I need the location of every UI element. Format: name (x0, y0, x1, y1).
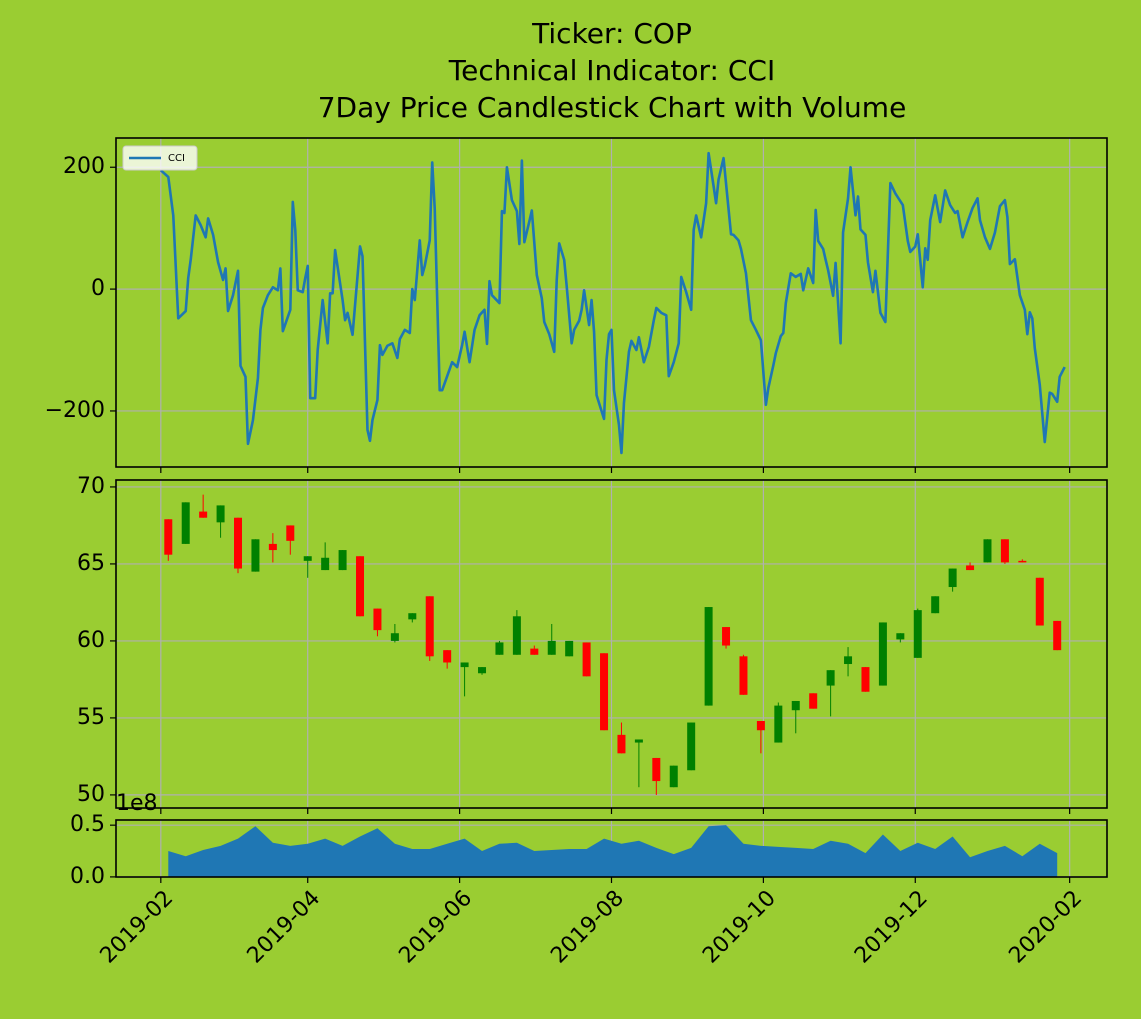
candle-body (617, 734, 626, 754)
candle-body (460, 662, 469, 668)
candle-body (356, 556, 365, 617)
candle-body (826, 670, 835, 686)
candle-body (652, 757, 661, 782)
candle-body (303, 556, 312, 561)
plot-area (164, 494, 1062, 795)
candle-body (1018, 560, 1027, 563)
candle-body (756, 720, 765, 731)
cci-line (159, 151, 1066, 455)
y-tick-label: −200 (45, 398, 105, 423)
plot-area (168, 825, 1058, 877)
y-tick-label: 60 (77, 628, 105, 653)
candle-body (164, 519, 173, 555)
y-tick-label: 200 (63, 154, 105, 179)
candle-body (199, 511, 208, 518)
candle-body (600, 653, 609, 731)
title-line: Technical Indicator: CCI (448, 54, 775, 87)
candle-body (966, 565, 975, 571)
candle-body (216, 505, 225, 523)
candle-body (948, 568, 957, 588)
plot-area (159, 151, 1066, 455)
candle-body (861, 667, 870, 692)
y-tick-label: 0 (91, 276, 105, 301)
candle-body (739, 656, 748, 695)
candle-body (181, 502, 190, 544)
candle-body (547, 640, 556, 655)
candle-body (1053, 620, 1062, 651)
candle-body (251, 539, 260, 572)
y-tick-label: 0.5 (70, 812, 105, 837)
y-tick-label: 0.0 (70, 864, 105, 889)
candle-body (390, 633, 399, 641)
candle-body (983, 539, 992, 563)
candle-body (582, 642, 591, 677)
candle-body (565, 640, 574, 657)
candle-body (896, 633, 905, 640)
candle-body (443, 650, 452, 663)
candle-body (530, 648, 539, 655)
candle-body (931, 596, 940, 614)
candle-body (913, 610, 922, 658)
panel: 50 55 60 65 70 (77, 474, 1108, 814)
volume-area (168, 825, 1058, 877)
candle-body (1000, 539, 1009, 563)
candle-body (478, 667, 487, 674)
candle-body (408, 613, 417, 620)
title-line: 7Day Price Candlestick Chart with Volume (318, 91, 907, 124)
candle-body (425, 596, 434, 657)
candle-body (878, 622, 887, 686)
candle-body (704, 607, 713, 706)
candle-body (1035, 577, 1044, 626)
legend-label: CCI (168, 153, 185, 164)
candle-body (495, 642, 504, 655)
candle-body (791, 700, 800, 711)
candle-body (512, 616, 521, 655)
candle-body (687, 722, 696, 771)
candle-body (268, 543, 277, 551)
candle-body (634, 739, 643, 743)
candle-body (321, 557, 330, 571)
y-tick-label: 70 (77, 474, 105, 499)
candle-body (669, 765, 678, 788)
candle-body (774, 705, 783, 743)
candle-body (286, 525, 295, 541)
offset-text: 1e8 (116, 791, 158, 816)
y-tick-label: 65 (77, 551, 105, 576)
candle-body (722, 627, 731, 646)
panel: −200 0 200 CCI (45, 137, 1108, 473)
title-line: Ticker: COP (531, 17, 692, 50)
candle-body (373, 608, 382, 631)
candle-body (809, 693, 818, 709)
candle-body (234, 517, 243, 569)
candle-body (844, 656, 853, 665)
y-tick-label: 55 (77, 705, 105, 730)
candle-body (338, 550, 347, 571)
legend: CCI (122, 145, 198, 171)
y-tick-label: 50 (77, 782, 105, 807)
